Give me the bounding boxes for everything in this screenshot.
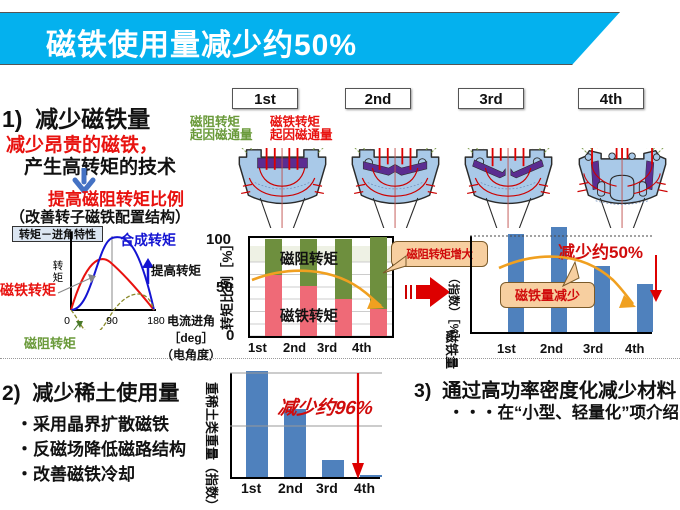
svg-text:90: 90	[106, 315, 118, 327]
svg-text:0: 0	[64, 315, 70, 327]
svg-text:转: 转	[53, 259, 64, 272]
